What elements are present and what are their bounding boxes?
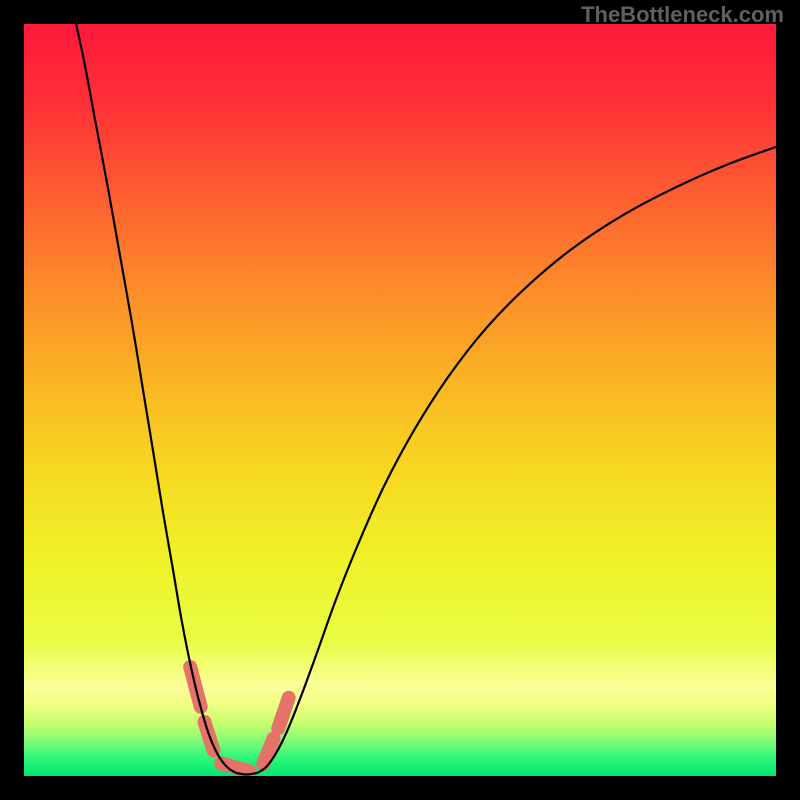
data-marker [278,698,289,729]
gradient-background [24,24,776,776]
watermark-text: TheBottleneck.com [581,2,784,28]
plot-area [24,24,776,776]
plot-svg [24,24,776,776]
